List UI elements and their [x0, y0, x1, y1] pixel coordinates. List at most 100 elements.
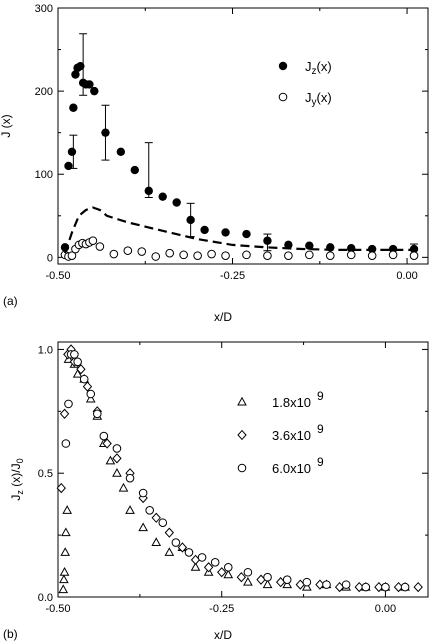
- data-point: [243, 576, 253, 586]
- data-point: [400, 582, 410, 592]
- legend-entry: 3.6x10 9: [237, 422, 324, 443]
- data-point: [73, 357, 82, 367]
- data-point: [158, 518, 168, 528]
- data-point: [102, 438, 112, 449]
- data-point: [302, 581, 312, 591]
- data-point: [86, 389, 96, 399]
- data-point: [151, 537, 162, 547]
- data-point: [130, 165, 139, 175]
- x-tick-label: -0.25: [220, 270, 245, 282]
- panel-label-b: (b): [3, 627, 18, 641]
- legend-entry: Jy(x): [278, 90, 332, 108]
- legend-entry: 1.8x10 9: [237, 389, 324, 410]
- data-point: [71, 70, 80, 79]
- data-point: [164, 547, 175, 556]
- data-point: [388, 250, 398, 260]
- data-point: [302, 577, 312, 587]
- data-point: [221, 228, 230, 237]
- series-0-a: [60, 33, 419, 255]
- data-point: [112, 467, 122, 477]
- legend-b: 1.8x10 9 3.6x10 9 6.0x10 9: [237, 389, 324, 476]
- data-point: [179, 250, 188, 260]
- data-point: [60, 547, 71, 556]
- series-0-b: [58, 354, 410, 594]
- data-point: [284, 240, 293, 250]
- data-point: [112, 444, 122, 453]
- data-point: [79, 374, 89, 384]
- y-label-sub1-b: z: [15, 490, 25, 495]
- x-tick-label: -0.25: [209, 603, 234, 615]
- data-point: [95, 242, 105, 251]
- data-point: [61, 439, 71, 448]
- data-point: [59, 574, 69, 584]
- data-point: [305, 241, 314, 250]
- data-point: [85, 80, 94, 89]
- data-point: [64, 399, 73, 409]
- dashed-curve: [63, 206, 421, 254]
- legend-a: Jz(x) Jy(x): [278, 59, 332, 108]
- data-point: [361, 582, 371, 592]
- data-point: [118, 482, 129, 492]
- legend-label: 6.0x10 9: [272, 455, 324, 476]
- plot-frame-b: [57, 341, 429, 598]
- data-point: [112, 453, 122, 464]
- data-point: [72, 368, 83, 378]
- legend-entry: Jz(x): [278, 59, 332, 77]
- data-point: [242, 229, 251, 239]
- data-point: [109, 249, 119, 259]
- data-point: [67, 251, 77, 260]
- data-point: [123, 246, 133, 256]
- data-point: [177, 542, 188, 553]
- data-point: [59, 408, 70, 419]
- y-tick-label: 1.0: [38, 344, 53, 356]
- data-point: [90, 86, 99, 96]
- data-point: [67, 147, 77, 156]
- x-tick-label: -0.50: [45, 270, 70, 282]
- data-point: [158, 192, 167, 201]
- panel-a: (a) x/D J (x) Jz(x) Jy(x) -0.50 -0.25 0.00 0…: [0, 3, 429, 324]
- x-axis-label-a: x/D: [214, 310, 232, 324]
- data-point: [263, 572, 272, 582]
- data-point: [151, 252, 161, 261]
- data-point: [263, 236, 272, 245]
- series-2-a: [63, 206, 421, 254]
- data-point: [262, 579, 273, 589]
- data-point: [105, 455, 116, 465]
- data-point: [207, 249, 216, 259]
- data-point: [322, 580, 331, 589]
- data-point: [190, 562, 201, 571]
- y-tick-label: 300: [35, 3, 53, 15]
- data-point: [184, 548, 194, 557]
- data-point: [413, 581, 423, 593]
- data-point: [243, 567, 253, 577]
- legend-label: Jz(x): [305, 59, 332, 77]
- data-point: [88, 236, 98, 246]
- data-point: [223, 569, 234, 579]
- y-tick-label: 0.0: [38, 592, 53, 604]
- data-point: [263, 251, 272, 260]
- data-point: [171, 538, 181, 547]
- legend-marker: [237, 463, 247, 473]
- data-point: [59, 567, 70, 576]
- data-point: [144, 186, 153, 196]
- data-point: [76, 364, 86, 375]
- series-1-a: [60, 236, 419, 261]
- data-point: [56, 482, 66, 494]
- data-point: [242, 250, 251, 260]
- y-label-main-b: J: [9, 495, 23, 501]
- data-point: [125, 473, 135, 483]
- data-point: [125, 505, 135, 514]
- panel-label-a: (a): [3, 294, 18, 308]
- y-tick-label: 0: [47, 252, 53, 264]
- legend-marker: [278, 92, 288, 102]
- data-point: [217, 567, 227, 578]
- y-axis-label-b: Jz (x)/J0: [9, 458, 25, 500]
- data-point: [200, 225, 209, 235]
- data-point: [305, 250, 314, 260]
- data-point: [341, 580, 351, 589]
- y-tick-label: 100: [35, 169, 53, 181]
- data-point: [137, 247, 147, 256]
- y-tick-label: 0.5: [38, 468, 53, 480]
- data-point: [197, 553, 207, 562]
